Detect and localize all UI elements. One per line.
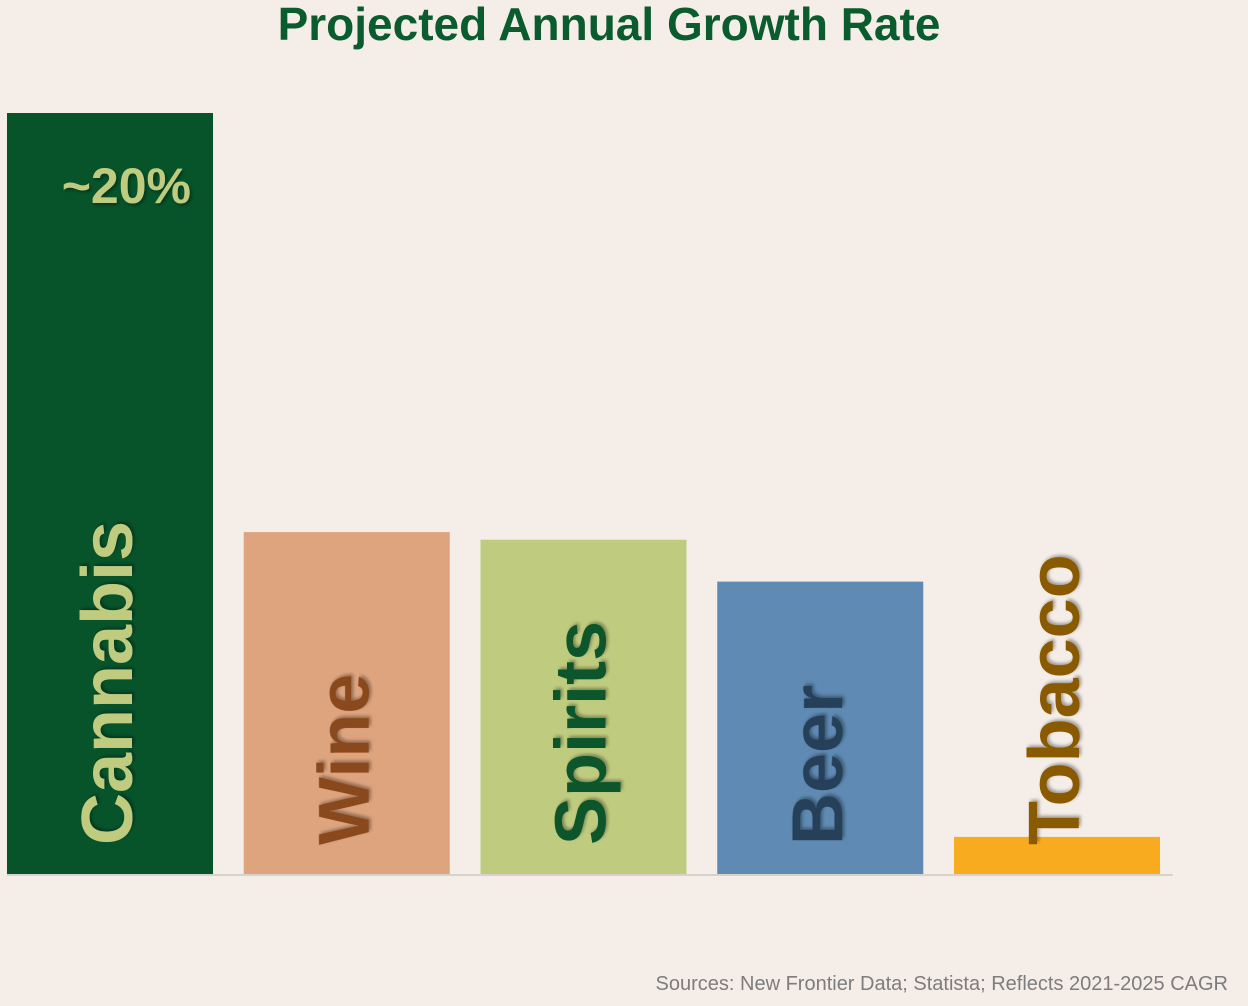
bar-wine: [243, 532, 450, 875]
category-label-cannabis: Cannabis: [68, 521, 148, 845]
bar-beer: [717, 581, 924, 875]
source-note: Sources: New Frontier Data; Statista; Re…: [655, 973, 1228, 995]
bar-tobacco: [954, 836, 1160, 875]
chart-title: Projected Annual Growth Rate: [277, 0, 941, 50]
category-label-tobacco: Tobacco: [1015, 554, 1095, 845]
value-label-cannabis: ~20%: [62, 158, 191, 214]
bar-cannabis: [7, 113, 213, 875]
category-label-spirits: Spirits: [542, 621, 622, 845]
category-label-wine: Wine: [305, 674, 385, 845]
bar-spirits: [480, 539, 687, 875]
category-label-beer: Beer: [778, 685, 858, 845]
